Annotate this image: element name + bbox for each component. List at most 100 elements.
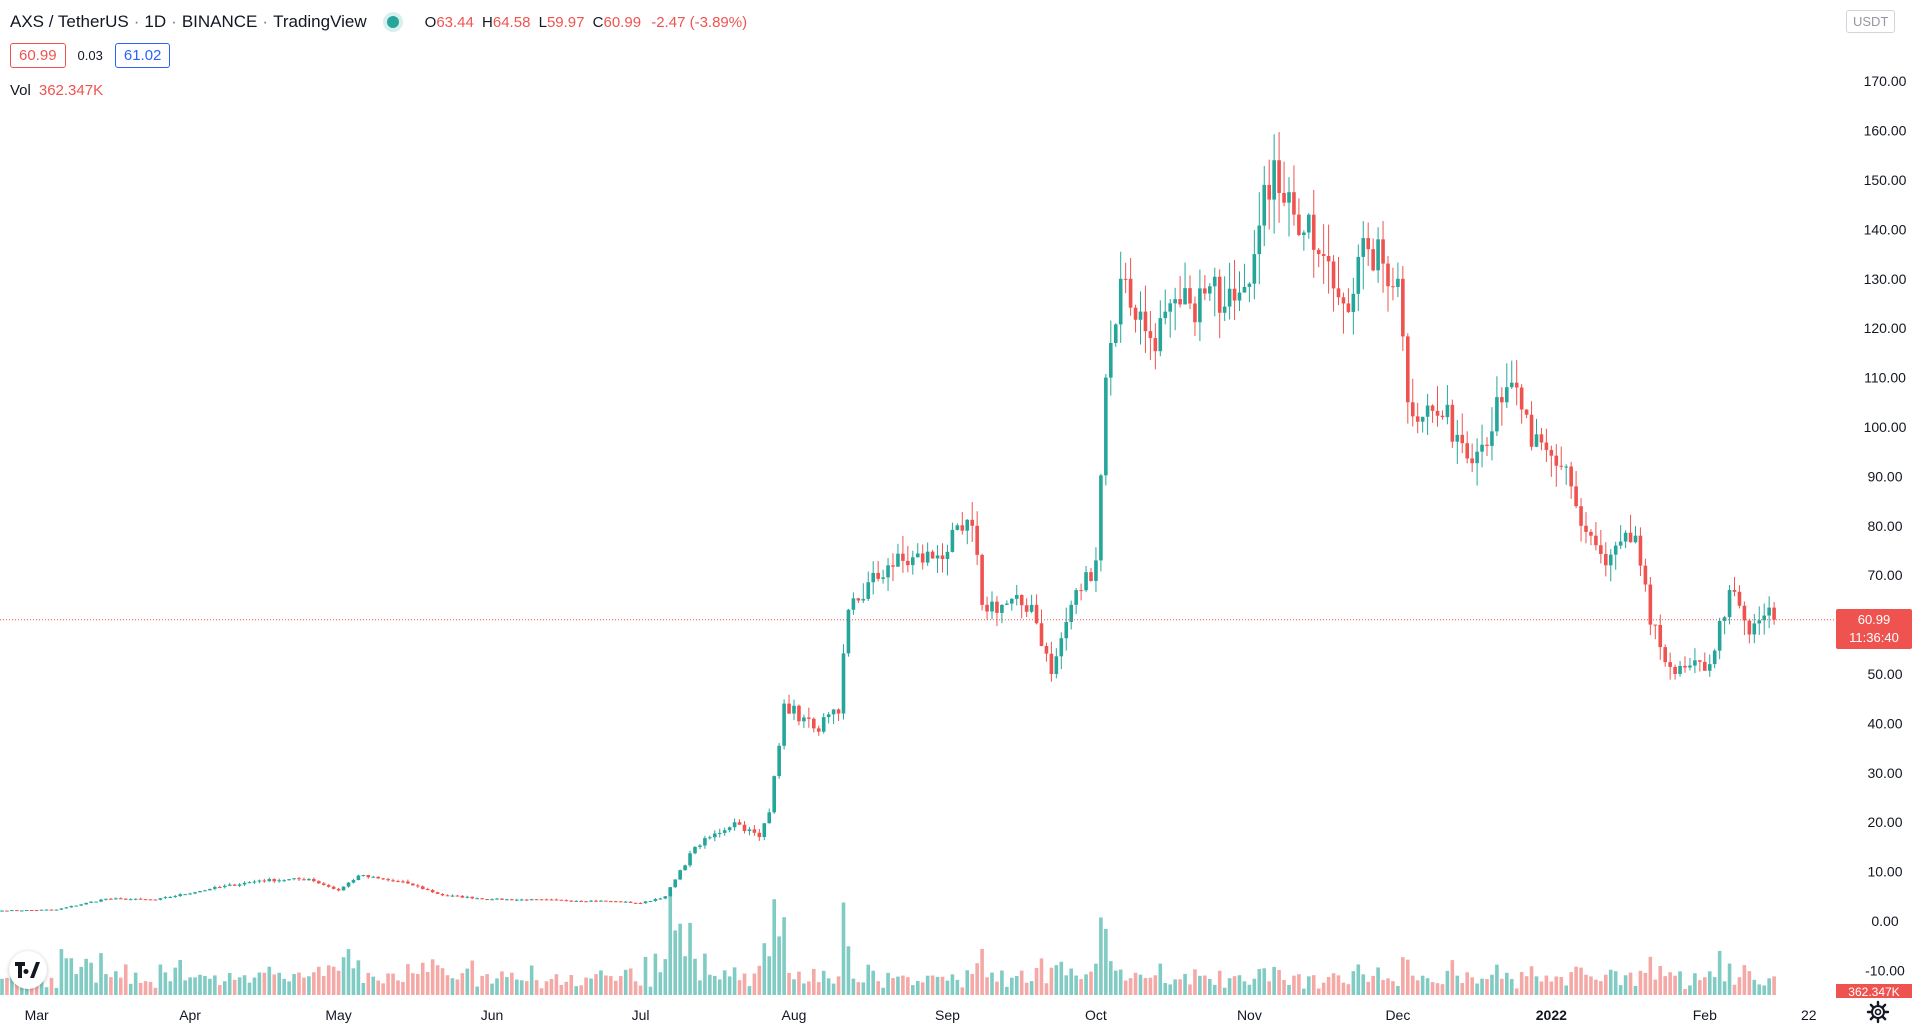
volume-bar bbox=[1772, 976, 1776, 995]
candle bbox=[331, 885, 336, 890]
volume-bar bbox=[985, 977, 989, 995]
volume-bar bbox=[1277, 969, 1281, 995]
volume-bar bbox=[1638, 970, 1643, 995]
candle bbox=[1203, 275, 1207, 301]
candle bbox=[1678, 660, 1682, 677]
candle bbox=[1302, 230, 1306, 251]
volume-bar bbox=[148, 981, 153, 995]
candle bbox=[198, 890, 202, 893]
time-tick-label: Jun bbox=[481, 1007, 504, 1023]
candle-body bbox=[1282, 192, 1286, 203]
volume-bar bbox=[713, 975, 717, 995]
volume-bar bbox=[1302, 988, 1306, 995]
tradingview-logo-icon[interactable] bbox=[9, 951, 47, 989]
candle bbox=[1450, 399, 1455, 448]
volume-bar bbox=[945, 980, 950, 995]
candle-body bbox=[757, 832, 762, 838]
volume-bar bbox=[549, 978, 554, 995]
market-open-dot-icon[interactable] bbox=[386, 16, 399, 28]
candle-body bbox=[742, 824, 747, 832]
volume-bar bbox=[1208, 979, 1212, 995]
candle-body bbox=[356, 875, 361, 881]
candle bbox=[638, 902, 643, 905]
candle-body bbox=[1737, 591, 1742, 606]
candle-body bbox=[1712, 650, 1717, 665]
volume-bar bbox=[717, 979, 722, 995]
candle bbox=[539, 899, 544, 901]
candle-body bbox=[841, 653, 846, 714]
candle-body bbox=[1465, 443, 1469, 459]
volume-bar bbox=[1237, 975, 1242, 995]
volume-bar bbox=[267, 966, 272, 995]
candle-body bbox=[1267, 184, 1271, 200]
time-tick-label: Feb bbox=[1693, 1007, 1717, 1023]
volume-bar bbox=[1024, 982, 1029, 995]
candle bbox=[1292, 165, 1296, 226]
candle bbox=[693, 846, 697, 855]
sell-button[interactable]: 60.99 bbox=[10, 43, 66, 68]
volume-bar bbox=[307, 976, 311, 995]
candle bbox=[307, 878, 311, 881]
candle-body bbox=[94, 901, 98, 903]
volume-bars bbox=[0, 893, 1776, 995]
currency-button[interactable]: USDT bbox=[1846, 10, 1896, 33]
candle bbox=[524, 899, 529, 901]
candle-body bbox=[1128, 278, 1133, 308]
candle-body bbox=[866, 582, 871, 599]
volume-bar bbox=[925, 975, 930, 995]
candle-body bbox=[633, 902, 638, 904]
candle bbox=[1321, 224, 1326, 284]
candle bbox=[123, 898, 128, 900]
candle-body bbox=[683, 865, 687, 871]
candle bbox=[1010, 598, 1014, 611]
candle bbox=[1208, 283, 1212, 301]
volume-bar bbox=[1381, 979, 1385, 995]
volume-bar bbox=[213, 975, 217, 995]
volume-bar bbox=[1069, 968, 1073, 995]
candle bbox=[1079, 583, 1083, 601]
candle-body bbox=[1544, 442, 1549, 450]
candle-body bbox=[886, 565, 890, 578]
candle bbox=[1633, 526, 1638, 544]
candle bbox=[109, 897, 113, 900]
volume-bar bbox=[1757, 984, 1762, 995]
candle-body bbox=[861, 598, 866, 601]
candle-body bbox=[64, 907, 69, 909]
candle-body bbox=[1539, 434, 1544, 443]
candle-body bbox=[1415, 416, 1420, 422]
candle-body bbox=[1044, 646, 1049, 654]
candle-body bbox=[1123, 278, 1128, 280]
volume-bar bbox=[1173, 979, 1177, 995]
volume-bar bbox=[321, 975, 326, 995]
symbol-legend: AXS / TetherUS · 1D · BINANCE · TradingV… bbox=[10, 12, 747, 32]
volume-bar bbox=[846, 946, 851, 995]
candle-body bbox=[653, 899, 658, 901]
volume-bar bbox=[1005, 986, 1009, 995]
candle bbox=[445, 894, 450, 897]
volume-label[interactable]: Vol bbox=[10, 82, 31, 99]
candle bbox=[1366, 222, 1370, 266]
candle-body bbox=[1767, 607, 1771, 616]
candle-body bbox=[1069, 604, 1073, 622]
symbol-name[interactable]: AXS / TetherUS bbox=[10, 12, 129, 31]
candle-body bbox=[515, 899, 519, 901]
candle bbox=[1559, 446, 1564, 470]
candle bbox=[1109, 320, 1113, 396]
candle-body bbox=[1569, 466, 1573, 487]
candle-body bbox=[915, 553, 920, 558]
interval[interactable]: 1D bbox=[144, 12, 167, 31]
buy-button[interactable]: 61.02 bbox=[114, 43, 171, 68]
price-tick-label: 70.00 bbox=[1867, 567, 1902, 583]
candle bbox=[203, 889, 207, 892]
gear-icon[interactable] bbox=[1866, 1000, 1890, 1024]
volume-bar bbox=[94, 982, 98, 995]
candle-body bbox=[128, 899, 133, 901]
volume-bar bbox=[816, 982, 821, 995]
candle bbox=[5, 910, 9, 912]
candle-body bbox=[237, 884, 242, 886]
candle bbox=[1188, 275, 1192, 310]
candle-body bbox=[559, 899, 564, 901]
candle-body bbox=[10, 910, 14, 912]
candle-body bbox=[1579, 506, 1583, 526]
